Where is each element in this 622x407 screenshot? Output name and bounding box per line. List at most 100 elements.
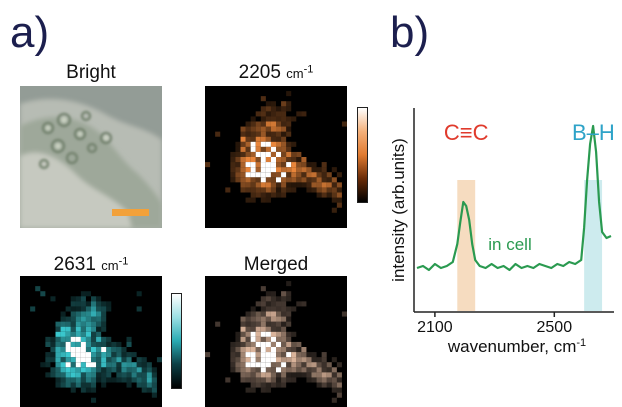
- merged-pixel: [270, 306, 276, 312]
- merged-pixel: [270, 296, 276, 302]
- merged-pixel: [260, 296, 266, 302]
- merged-pixel: [250, 316, 256, 322]
- merged-pixel: [286, 331, 292, 337]
- cyan-pixel: [146, 362, 152, 368]
- orange-pixel: [331, 187, 337, 193]
- merged-pixel: [276, 321, 282, 327]
- orange-pixel: [240, 167, 246, 173]
- cyan-pixel: [85, 331, 91, 337]
- orange-pixel: [260, 111, 266, 117]
- orange-pixel: [235, 151, 241, 157]
- cyan-pixel: [151, 382, 157, 388]
- orange-pixel: [331, 207, 337, 213]
- merged-pixel: [311, 357, 317, 363]
- merged-pixel: [321, 352, 327, 358]
- orange-pixel: [255, 157, 261, 163]
- merged-pixel: [301, 357, 307, 363]
- orange-pixel: [245, 146, 251, 152]
- orange-pixel: [260, 141, 266, 147]
- orange-pixel: [240, 131, 246, 137]
- merged-pixel: [265, 306, 271, 312]
- merged-pixel: [311, 362, 317, 368]
- merged-pixel: [331, 387, 337, 393]
- cyan-pixel: [85, 321, 91, 327]
- cyan-pixel: [91, 357, 97, 363]
- orange-pixel: [281, 172, 287, 178]
- cyan-pixel: [106, 362, 112, 368]
- orange-pixel: [276, 136, 282, 142]
- merged-pixel: [255, 326, 261, 332]
- cyan-pixel: [106, 367, 112, 373]
- orange-pixel: [270, 131, 276, 137]
- merged-pixel: [245, 336, 251, 342]
- orange-pixel: [311, 187, 317, 193]
- orange-pixel: [245, 187, 251, 193]
- merged-pixel: [260, 372, 266, 378]
- merged-pixel: [316, 377, 322, 383]
- merged-pixel: [245, 326, 251, 332]
- orange-pixel: [281, 167, 287, 173]
- orange-pixel: [265, 162, 271, 168]
- orange-pixel: [255, 187, 261, 193]
- orange-pixel: [276, 131, 282, 137]
- orange-pixel: [270, 101, 276, 107]
- cyan-pixel: [126, 372, 132, 378]
- orange-pixel: [281, 136, 287, 142]
- orange-pixel: [286, 116, 292, 122]
- merged-pixel: [286, 291, 292, 297]
- merged-pixel: [265, 382, 271, 388]
- cyan-pixel: [75, 382, 81, 388]
- cyan-pixel: [131, 372, 137, 378]
- merged-pixel: [296, 301, 302, 307]
- cyan-pixel: [45, 357, 51, 363]
- merged-pixel: [260, 311, 266, 317]
- merged-pixel: [296, 362, 302, 368]
- cyan-pixel: [96, 362, 102, 368]
- in-cell-label: in cell: [488, 235, 531, 254]
- merged-pixel: [296, 347, 302, 353]
- cyan-pixel: [80, 382, 86, 388]
- merged-pixel: [265, 387, 271, 393]
- orange-pixel: [260, 177, 266, 183]
- cyan-pixel: [126, 367, 132, 373]
- merged-pixel: [250, 382, 256, 388]
- orange-pixel: [326, 172, 332, 178]
- orange-pixel: [286, 141, 292, 147]
- cyan-pixel: [141, 372, 147, 378]
- cyan-pixel: [121, 352, 127, 358]
- orange-colorbar: [357, 107, 368, 203]
- cyan-pixel: [65, 362, 71, 368]
- cyan-pixel: [65, 352, 71, 358]
- cyan-pixel: [101, 347, 107, 353]
- orange-pixel: [270, 141, 276, 147]
- orange-pixel: [321, 172, 327, 178]
- orange-pixel: [235, 172, 241, 178]
- merged-pixel: [230, 341, 236, 347]
- orange-pixel: [306, 167, 312, 173]
- orange-pixel: [291, 167, 297, 173]
- orange-pixel: [235, 177, 241, 183]
- orange-pixel: [260, 167, 266, 173]
- cyan-pixel: [136, 362, 142, 368]
- merged-pixel: [316, 372, 322, 378]
- orange-pixel: [255, 136, 261, 142]
- cyan-pixel: [91, 311, 97, 317]
- merged-pixel: [260, 301, 266, 307]
- orange-pixel: [245, 141, 251, 147]
- cyan-pixel: [85, 372, 91, 378]
- merged-pixel: [286, 347, 292, 353]
- cyan-pixel: [55, 367, 61, 373]
- merged-pixel: [250, 372, 256, 378]
- orange-pixel: [331, 182, 337, 188]
- cyan-pixel: [80, 352, 86, 358]
- orange-pixel: [250, 136, 256, 142]
- orange-pixel: [296, 162, 302, 168]
- orange-pixel: [286, 146, 292, 152]
- merged-pixel: [281, 331, 287, 337]
- cyan-colorbar: [171, 293, 182, 389]
- cyan-pixel: [70, 316, 76, 322]
- cyan-pixel: [85, 347, 91, 353]
- merged-pixel: [240, 336, 246, 342]
- cyan-pixel: [80, 387, 86, 393]
- orange-pixel: [255, 167, 261, 173]
